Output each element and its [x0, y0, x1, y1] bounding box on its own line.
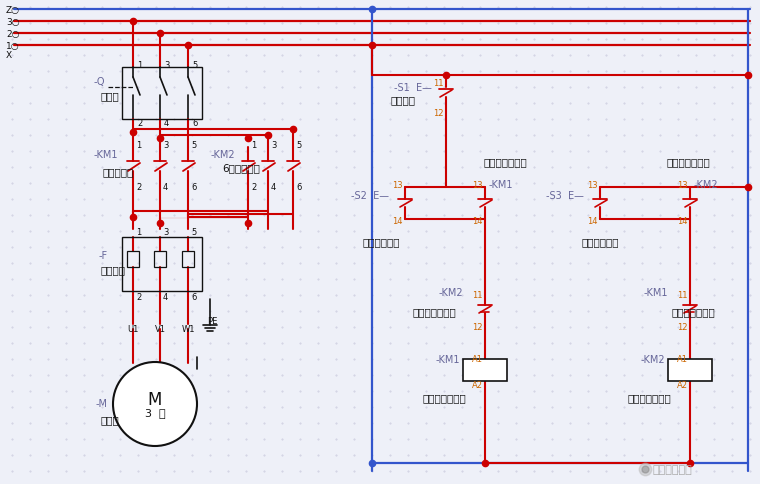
- Text: 6: 6: [191, 183, 196, 192]
- Text: 6: 6: [191, 292, 196, 301]
- Text: A1: A1: [677, 355, 688, 364]
- Text: PE: PE: [207, 317, 217, 326]
- Text: 反转启动按钮: 反转启动按钮: [582, 237, 619, 246]
- Text: 5: 5: [192, 60, 198, 69]
- Bar: [127, 252, 139, 268]
- Text: 正转启动按钮: 正转启动按钮: [363, 237, 401, 246]
- Text: U1: U1: [128, 325, 138, 334]
- Text: 13: 13: [473, 180, 483, 189]
- Text: 14: 14: [473, 217, 483, 226]
- Text: 4: 4: [271, 183, 276, 192]
- Bar: [154, 252, 166, 268]
- Text: -KM2: -KM2: [641, 354, 665, 364]
- Text: -S2  E—: -S2 E—: [351, 191, 389, 200]
- Text: 4: 4: [164, 118, 169, 127]
- Text: 5: 5: [191, 140, 196, 149]
- Text: 正转接触器线圈: 正转接触器线圈: [423, 392, 467, 402]
- Text: V1: V1: [154, 325, 166, 334]
- Text: -KM1: -KM1: [93, 150, 118, 160]
- Text: -Q: -Q: [93, 77, 105, 87]
- Text: 2: 2: [137, 118, 142, 127]
- Text: 14: 14: [587, 217, 598, 226]
- Text: 12: 12: [473, 323, 483, 332]
- Text: -M: -M: [96, 398, 108, 408]
- Text: 13: 13: [392, 180, 403, 189]
- Text: 1: 1: [136, 228, 141, 237]
- Text: -KM1: -KM1: [435, 354, 460, 364]
- Text: 3○: 3○: [6, 17, 20, 27]
- Text: -S1  E—: -S1 E—: [394, 83, 432, 93]
- Text: 反转接触器常开: 反转接触器常开: [666, 157, 710, 166]
- Text: 6: 6: [192, 118, 198, 127]
- Text: 6: 6: [296, 183, 302, 192]
- Text: -F: -F: [99, 251, 108, 260]
- Text: -KM1: -KM1: [489, 180, 514, 190]
- Text: 5: 5: [191, 228, 196, 237]
- Text: M: M: [147, 390, 162, 408]
- Text: 4: 4: [163, 183, 168, 192]
- Text: 1: 1: [136, 140, 141, 149]
- Text: 1: 1: [251, 140, 256, 149]
- Text: 3: 3: [163, 140, 169, 149]
- Text: 反转接触器常闭: 反转接触器常闭: [413, 306, 457, 317]
- Text: 2: 2: [136, 183, 141, 192]
- Text: 电动机: 电动机: [100, 414, 119, 424]
- Text: 14: 14: [392, 217, 403, 226]
- Text: 2: 2: [251, 183, 256, 192]
- Text: 4: 4: [163, 292, 168, 301]
- Bar: [668, 359, 712, 381]
- Text: -KM2: -KM2: [694, 180, 719, 190]
- Text: -KM1: -KM1: [644, 287, 668, 297]
- Text: 停止按钮: 停止按钮: [391, 95, 416, 105]
- Text: 11: 11: [677, 291, 688, 300]
- Text: 1○: 1○: [6, 42, 20, 50]
- Text: 热继电器: 热继电器: [100, 264, 125, 274]
- Text: W1: W1: [181, 325, 195, 334]
- Text: 电工电气学习: 电工电气学习: [652, 464, 692, 474]
- Text: -S3  E—: -S3 E—: [546, 191, 584, 200]
- Text: 2○: 2○: [6, 30, 20, 38]
- Text: 正转接触器常闭: 正转接触器常闭: [672, 306, 716, 317]
- Text: A1: A1: [472, 355, 483, 364]
- Text: 3: 3: [163, 228, 169, 237]
- Text: 13: 13: [677, 180, 688, 189]
- Text: -KM2: -KM2: [439, 287, 463, 297]
- Bar: [122, 238, 202, 291]
- Text: 5: 5: [296, 140, 301, 149]
- Text: 2: 2: [136, 292, 141, 301]
- Circle shape: [113, 362, 197, 446]
- Text: -KM2: -KM2: [211, 150, 235, 160]
- Text: 14: 14: [677, 217, 688, 226]
- Text: 3  ～: 3 ～: [144, 407, 166, 417]
- Text: Z○: Z○: [6, 5, 20, 15]
- Bar: [463, 359, 507, 381]
- Text: 正转接触器: 正转接触器: [102, 166, 133, 177]
- Text: 12: 12: [433, 109, 444, 118]
- Text: 1: 1: [137, 60, 142, 69]
- Text: 反转接触器线圈: 反转接触器线圈: [628, 392, 672, 402]
- Text: 3: 3: [164, 60, 169, 69]
- Bar: [182, 252, 194, 268]
- Text: 断路器: 断路器: [100, 91, 119, 101]
- Text: X: X: [6, 50, 12, 60]
- Text: 13: 13: [587, 180, 598, 189]
- Text: A2: A2: [677, 381, 688, 390]
- Text: 3: 3: [271, 140, 277, 149]
- Text: 11: 11: [473, 291, 483, 300]
- Text: 12: 12: [677, 323, 688, 332]
- Bar: [122, 68, 202, 120]
- Text: A2: A2: [472, 381, 483, 390]
- Text: 11: 11: [433, 78, 444, 87]
- Text: 正转接触器常开: 正转接触器常开: [483, 157, 527, 166]
- Text: 6反转接触器: 6反转接触器: [222, 163, 260, 173]
